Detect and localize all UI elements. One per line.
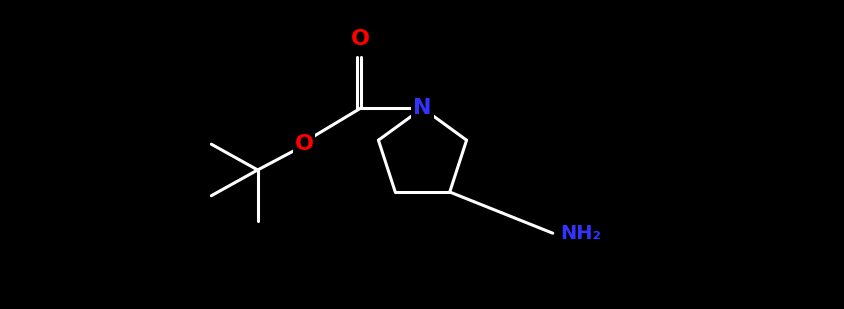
Text: O: O <box>351 29 370 49</box>
Text: NH₂: NH₂ <box>560 224 601 243</box>
Text: O: O <box>295 134 313 154</box>
Text: N: N <box>413 98 431 118</box>
